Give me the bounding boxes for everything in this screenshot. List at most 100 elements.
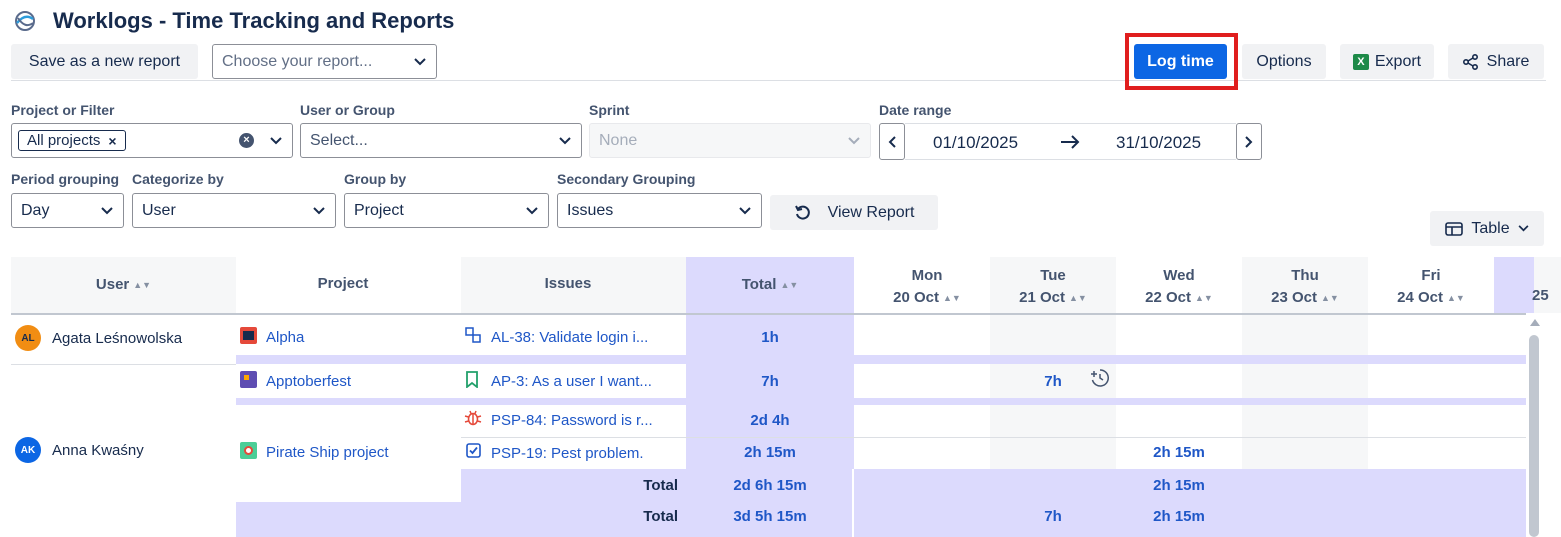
chevron-down-icon [1518, 225, 1529, 232]
view-mode-button[interactable]: Table [1430, 211, 1544, 246]
choose-report-select[interactable]: Choose your report... [212, 44, 437, 79]
grand-total-total: 3d 5h 15m [733, 508, 807, 525]
page-title: Worklogs - Time Tracking and Reports [53, 8, 455, 33]
user-row-agata: AL Agata Leśnowolska [15, 325, 182, 351]
log-time-button[interactable]: Log time [1134, 44, 1227, 79]
group-by-label: Group by [344, 171, 407, 187]
toolbar-divider [11, 80, 1546, 81]
column-header-fri[interactable]: Fri 24 Oct ▲▼ [1397, 267, 1465, 306]
avatar: AK [15, 437, 41, 463]
chevron-down-icon [313, 202, 325, 220]
date-range-field[interactable]: 01/10/2025 31/10/2025 [905, 123, 1236, 160]
date-to[interactable]: 31/10/2025 [1116, 133, 1202, 152]
refresh-icon [794, 204, 812, 222]
user-name: Anna Kwaśny [52, 441, 144, 459]
issue-link-ap-3[interactable]: AP-3: As a user I want... [491, 373, 652, 390]
issue-link-psp-84[interactable]: PSP-84: Password is r... [491, 412, 653, 429]
export-button[interactable]: X Export [1340, 44, 1434, 79]
subtask-icon [465, 327, 481, 347]
chevron-down-icon [101, 202, 113, 220]
grand-total-tue: 7h [1044, 508, 1062, 525]
arrow-right-icon [1060, 134, 1080, 154]
categorize-by-select[interactable]: User [132, 193, 336, 228]
options-button[interactable]: Options [1242, 44, 1326, 79]
project-filter-label: Project or Filter [11, 102, 115, 118]
user-name: Agata Leśnowolska [52, 329, 183, 347]
column-header-project: Project [317, 275, 369, 292]
user-filter-label: User or Group [300, 102, 395, 118]
issue-link-psp-19[interactable]: PSP-19: Pest problem. [491, 445, 644, 462]
group-by-select[interactable]: Project [344, 193, 549, 228]
period-grouping-label: Period grouping [11, 171, 120, 187]
scroll-up-arrow[interactable] [1530, 319, 1540, 326]
total-cell: 2d 4h [750, 412, 790, 429]
column-header-mon[interactable]: Mon 20 Oct ▲▼ [893, 267, 961, 306]
sprint-filter-label: Sprint [589, 102, 630, 118]
sort-icon: ▲▼ [1069, 293, 1087, 304]
sort-icon: ▲▼ [780, 280, 799, 291]
sort-icon: ▲▼ [943, 293, 961, 304]
date-next-button[interactable] [1236, 123, 1262, 160]
project-icon-apptoberfest [240, 371, 257, 388]
user-filter-select[interactable]: Select... [300, 123, 582, 158]
table-icon [1445, 221, 1464, 236]
view-report-button[interactable]: View Report [770, 195, 938, 230]
sort-icon: ▲▼ [1447, 293, 1465, 304]
total-cell: 2h 15m [744, 444, 796, 461]
column-header-sat-partial: 25 [1532, 287, 1549, 304]
app-logo-icon [11, 9, 39, 33]
sort-icon: ▲▼ [1321, 293, 1339, 304]
excel-icon: X [1352, 53, 1369, 70]
save-report-button[interactable]: Save as a new report [11, 44, 198, 79]
project-icon-pirate-ship [240, 442, 257, 459]
column-header-wed[interactable]: Wed 22 Oct ▲▼ [1145, 267, 1213, 306]
day-cell-tue[interactable]: 7h [1044, 373, 1062, 390]
bug-icon [464, 409, 482, 430]
share-button[interactable]: Share [1448, 44, 1544, 79]
log-time-clock-icon[interactable] [1090, 368, 1110, 392]
column-header-total[interactable]: Total ▲▼ [741, 276, 799, 293]
log-time-highlight [1125, 33, 1238, 90]
user-row-anna: AK Anna Kwaśny [15, 437, 144, 463]
project-link-apptoberfest[interactable]: Apptoberfest [266, 373, 352, 390]
column-header-user[interactable]: User ▲▼ [95, 276, 152, 293]
date-prev-button[interactable] [879, 123, 905, 160]
story-icon [465, 371, 479, 392]
secondary-grouping-label: Secondary Grouping [557, 171, 696, 187]
column-header-thu[interactable]: Thu 23 Oct ▲▼ [1271, 267, 1339, 306]
column-header-tue[interactable]: Tue 21 Oct ▲▼ [1019, 267, 1087, 306]
total-cell: 7h [761, 373, 779, 390]
clear-icon[interactable]: × [239, 133, 254, 148]
remove-tag-icon[interactable]: × [108, 132, 117, 149]
sprint-filter-select: None [589, 123, 871, 158]
subtotal-wed: 2h 15m [1153, 477, 1205, 494]
sort-icon: ▲▼ [1195, 293, 1213, 304]
grand-total-wed: 2h 15m [1153, 508, 1205, 525]
project-link-alpha[interactable]: Alpha [266, 329, 305, 346]
project-tag[interactable]: All projects × [18, 130, 126, 151]
chevron-down-icon [414, 53, 426, 71]
task-icon [466, 443, 481, 462]
vertical-scrollbar[interactable] [1526, 313, 1544, 537]
chevron-down-icon [526, 202, 538, 220]
subtotal-label: Total [643, 477, 678, 494]
grand-total-label: Total [643, 508, 678, 525]
period-grouping-select[interactable]: Day [11, 193, 124, 228]
column-header-issues: Issues [544, 275, 592, 292]
secondary-grouping-select[interactable]: Issues [557, 193, 762, 228]
chevron-down-icon [270, 132, 282, 150]
subtotal-total: 2d 6h 15m [733, 477, 807, 494]
project-filter-select[interactable]: All projects × × [11, 123, 293, 158]
date-range-label: Date range [879, 102, 952, 118]
day-cell-wed[interactable]: 2h 15m [1153, 444, 1205, 461]
project-link-pirate-ship[interactable]: Pirate Ship project [266, 444, 389, 461]
chevron-down-icon [559, 132, 571, 150]
project-icon-alpha [240, 327, 257, 344]
sort-icon: ▲▼ [133, 280, 152, 291]
avatar: AL [15, 325, 41, 351]
share-icon [1462, 53, 1479, 70]
issue-link-al-38[interactable]: AL-38: Validate login i... [491, 329, 649, 346]
scrollbar-thumb[interactable] [1529, 335, 1539, 537]
date-from[interactable]: 01/10/2025 [933, 133, 1019, 152]
total-cell: 1h [761, 329, 779, 346]
